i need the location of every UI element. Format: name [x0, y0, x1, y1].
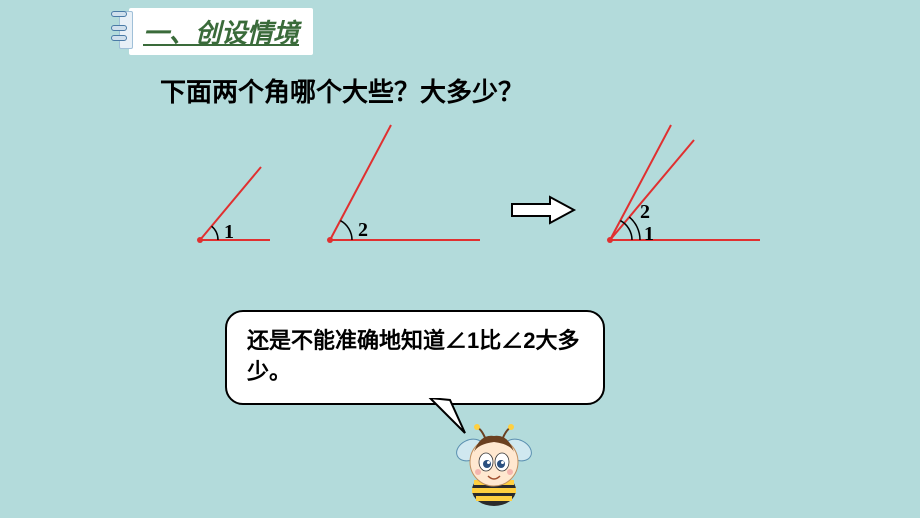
- angle-combined: 2 1: [610, 140, 790, 265]
- section-title: 一、创设情境: [129, 8, 313, 55]
- angles-diagram: 1 2 2 1: [180, 140, 800, 280]
- speech-bubble: 还是不能准确地知道∠1比∠2大多少。: [225, 310, 605, 405]
- angle-2-label: 2: [358, 219, 368, 241]
- angle-1: 1: [200, 140, 320, 265]
- arrow-icon: [510, 195, 580, 230]
- question-text: 下面两个角哪个大些？大多少？: [160, 72, 524, 109]
- bee-character-icon: [450, 422, 540, 512]
- combined-label-2: 2: [640, 201, 650, 223]
- section-header: 一、创设情境: [105, 8, 313, 55]
- angle-2: 2: [330, 140, 510, 265]
- angle-1-label: 1: [224, 221, 234, 243]
- speech-text: 还是不能准确地知道∠1比∠2大多少。: [247, 328, 579, 384]
- binder-icon: [105, 11, 133, 53]
- combined-label-1: 1: [644, 223, 654, 245]
